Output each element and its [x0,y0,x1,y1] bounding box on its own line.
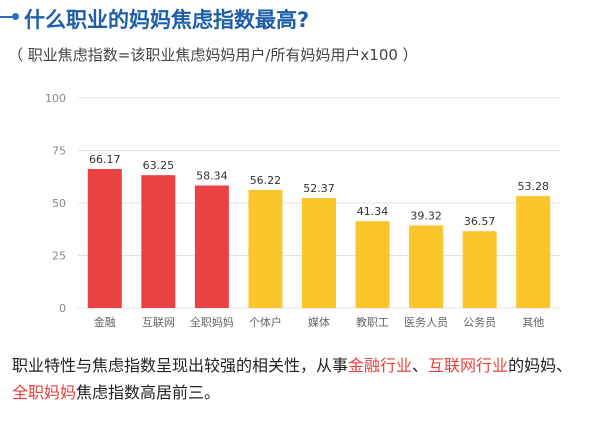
bar [302,198,336,308]
bar [87,169,122,308]
formula-subtitle: （ 职业焦虑指数=该职业焦虑妈妈用户/所有妈妈用户x100 ） [8,46,418,64]
x-tick-label: 医务人员 [404,316,448,329]
x-tick-label: 互联网 [142,316,175,329]
bar [355,221,390,308]
bar-value-label: 36.57 [464,215,496,228]
bar [141,175,176,308]
y-tick-label: 50 [52,197,66,210]
x-tick-label: 教职工 [356,316,389,329]
bar-value-label: 58.34 [196,169,228,182]
bar [194,185,229,308]
caption-highlight-fulltime-mom: 全职妈妈 [12,383,77,402]
caption-highlight-internet: 互联网行业 [428,356,509,375]
bar [516,196,551,308]
bar [409,225,444,308]
caption-separator: 、 [412,356,429,375]
caption-part2: 的妈妈、 [508,356,573,375]
bar-value-label: 52.37 [303,182,335,195]
caption-highlight-finance: 金融行业 [348,356,413,375]
bar-value-label: 66.17 [89,153,121,166]
caption-part3: 焦虑指数高居前三。 [76,383,221,402]
y-tick-label: 0 [59,302,66,315]
x-tick-label: 全职妈妈 [190,315,234,329]
x-tick-label: 公务员 [463,316,496,329]
title-bullet-dot [12,13,19,20]
y-tick-label: 75 [52,145,66,158]
y-tick-label: 25 [52,250,66,263]
bar-value-label: 56.22 [250,174,282,187]
chart-title: 什么职业的妈妈焦虑指数最高? [24,8,310,32]
bar-chart: 0 25 50 75 100 66.17 金融 63.25 互联网 58.34 全职妈妈 56.22 个… [45,92,560,329]
x-tick-label: 金融 [94,315,116,329]
x-tick-label: 媒体 [308,315,330,329]
caption-part1: 职业特性与焦虑指数呈现出较强的相关性，从事 [12,356,349,375]
x-tick-label: 个体户 [249,315,282,329]
y-tick-label: 100 [45,92,66,105]
caption-text: 职业特性与焦虑指数呈现出较强的相关性，从事金融行业、互联网行业的妈妈、全职妈妈焦… [12,352,587,406]
x-tick-label: 其他 [522,316,544,329]
bar [248,189,283,308]
bar-value-label: 41.34 [357,205,389,218]
bar-value-label: 63.25 [143,159,175,172]
bar [462,231,497,308]
bar-value-label: 53.28 [517,180,549,193]
title-bullet-line [0,16,14,18]
bar-value-label: 39.32 [410,209,442,222]
